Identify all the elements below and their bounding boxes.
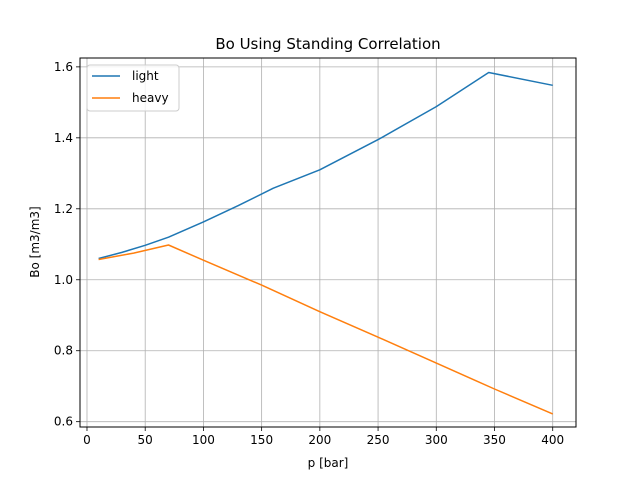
x-tick-label: 250: [367, 433, 390, 447]
x-axis-label: p [bar]: [308, 456, 349, 470]
chart-title: Bo Using Standing Correlation: [215, 35, 440, 53]
series-lines: [98, 71, 553, 415]
legend: light heavy: [86, 64, 180, 112]
y-axis-ticks: 0.6 0.8 1.0 1.2 1.4 1.6: [54, 60, 80, 429]
x-tick-label: 350: [483, 433, 506, 447]
x-tick-label: 300: [425, 433, 448, 447]
y-tick-label: 1.2: [54, 202, 73, 216]
x-tick-label: 100: [192, 433, 215, 447]
series-line-heavy: [98, 244, 553, 415]
x-tick-label: 400: [541, 433, 564, 447]
y-tick-label: 1.6: [54, 60, 73, 74]
y-tick-label: 0.8: [54, 344, 73, 358]
y-tick-label: 0.6: [54, 415, 73, 429]
x-axis-ticks: 0 50 100 150 200 250 300 350 400: [83, 427, 564, 447]
x-tick-label: 150: [250, 433, 273, 447]
plot-frame: [79, 57, 577, 428]
y-tick-label: 1.4: [54, 131, 73, 145]
legend-label-heavy: heavy: [132, 91, 169, 105]
series-line-light: [98, 71, 553, 260]
x-tick-label: 50: [138, 433, 153, 447]
legend-label-light: light: [132, 69, 159, 83]
x-tick-label: 0: [83, 433, 91, 447]
grid: [80, 58, 576, 427]
x-tick-label: 200: [308, 433, 331, 447]
y-axis-label: Bo [m3/m3]: [28, 206, 42, 277]
y-tick-label: 1.0: [54, 273, 73, 287]
